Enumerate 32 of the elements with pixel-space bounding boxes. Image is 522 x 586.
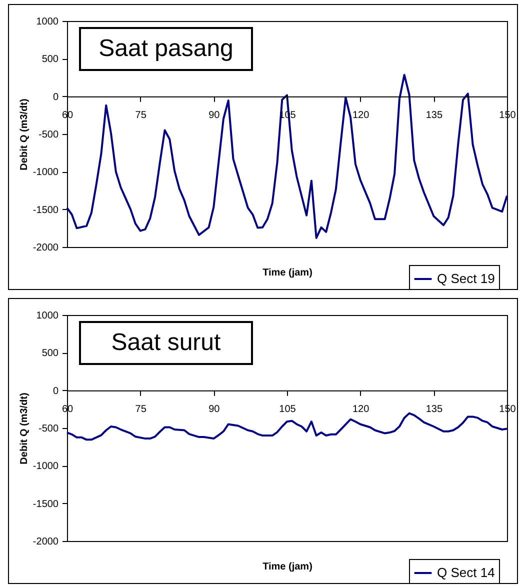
y-tick-label: 500 (42, 348, 59, 360)
x-tick-label: 120 (352, 404, 370, 415)
y-tick-label: -1500 (32, 204, 59, 216)
x-tick-label: 75 (135, 404, 147, 415)
y-tick-label: 0 (52, 92, 59, 103)
y-tick-label: -2000 (32, 536, 59, 548)
x-tick-label: 75 (135, 110, 147, 121)
text: Saat surut (79, 321, 253, 365)
line-series (66, 412, 508, 441)
x-axis-title: Time (jam) (262, 562, 312, 572)
text: Saat pasang (79, 27, 253, 71)
x-tick-label: 135 (426, 404, 443, 415)
y-tick-label: -1000 (32, 167, 59, 178)
x-tick-label: 90 (208, 404, 220, 415)
y-tick-label: -500 (38, 424, 59, 434)
legend-label: Q Sect 19 (437, 271, 495, 286)
x-tick-label: 90 (208, 110, 220, 121)
y-axis-title: Debit Q (m3/dt) (18, 98, 30, 170)
legend-label: Q Sect 14 (437, 565, 495, 580)
x-tick-label: 120 (352, 110, 370, 121)
y-tick-label: -2000 (32, 242, 59, 254)
x-tick-label: 105 (279, 404, 296, 415)
y-axis-title: Debit Q (m3/dt) (18, 392, 30, 464)
y-tick-label: -1500 (32, 498, 59, 510)
y-tick-label: 0 (52, 386, 59, 397)
y-tick-label: -500 (38, 130, 59, 140)
x-axis-title: Time (jam) (262, 268, 312, 278)
y-tick-label: 1000 (36, 16, 59, 28)
x-tick-label: 135 (426, 110, 443, 121)
y-tick-label: 1000 (36, 310, 59, 322)
y-tick-label: -1000 (32, 461, 59, 472)
y-tick-label: 500 (42, 54, 59, 66)
